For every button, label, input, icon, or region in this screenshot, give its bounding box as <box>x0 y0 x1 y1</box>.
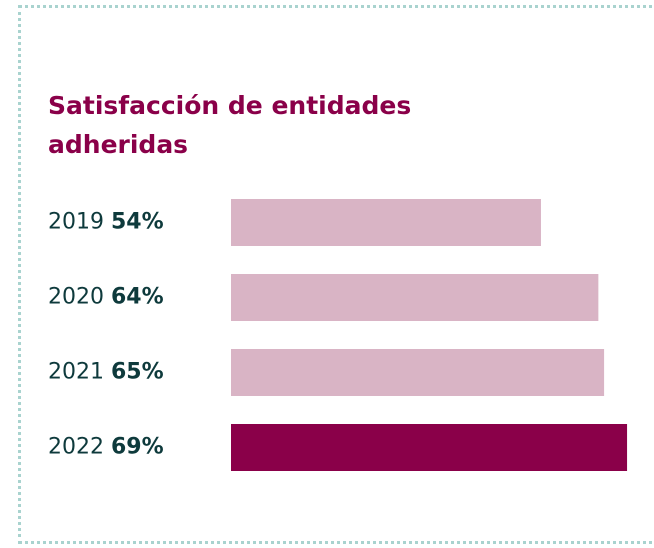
bar <box>231 199 541 246</box>
category-label: 2020 <box>48 285 104 310</box>
value-label: 54% <box>111 210 164 235</box>
bar-label: 2020 64% <box>48 285 164 310</box>
category-label: 2022 <box>48 435 104 460</box>
bar <box>231 274 599 321</box>
value-label: 65% <box>111 360 164 385</box>
dotted-frame <box>18 5 654 544</box>
bar-label: 2022 69% <box>48 435 164 460</box>
category-label: 2021 <box>48 360 104 385</box>
bar-label: 2019 54% <box>48 210 164 235</box>
category-label: 2019 <box>48 210 104 235</box>
chart-title: Satisfacción de entidades adheridas <box>48 91 412 159</box>
bar <box>231 349 605 396</box>
value-label: 64% <box>111 285 164 310</box>
bar-label: 2021 65% <box>48 360 164 385</box>
value-label: 69% <box>111 435 164 460</box>
bar <box>231 424 628 471</box>
